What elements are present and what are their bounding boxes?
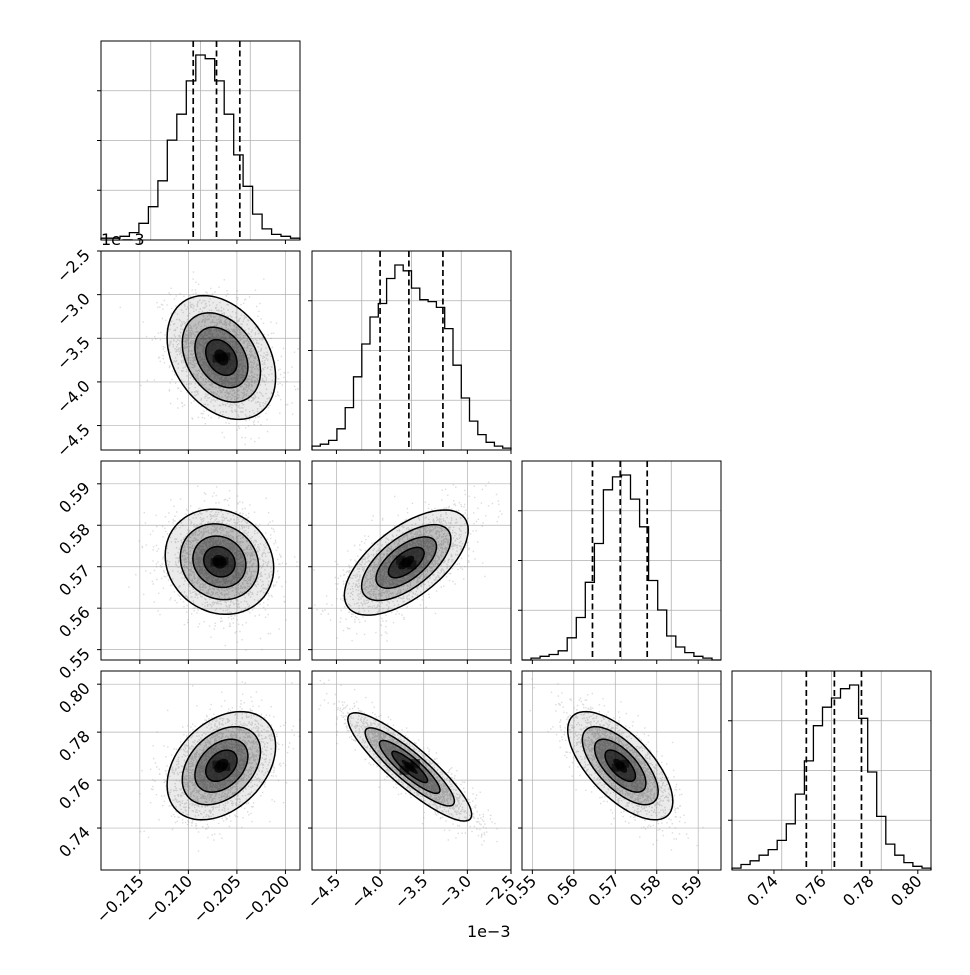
- x-tick-label: 0.59: [667, 871, 706, 910]
- x-tick-label: −0.200: [238, 871, 293, 926]
- histogram-step-2: [522, 474, 721, 661]
- density-bin: [401, 557, 411, 568]
- density-bin: [222, 762, 231, 771]
- y-tick-label: −3.5: [53, 333, 94, 374]
- scatter-group: [313, 481, 503, 642]
- x-tick-label: 0.56: [543, 871, 582, 910]
- y-tick-label: −2.5: [53, 245, 94, 286]
- density-bin: [407, 560, 417, 570]
- density-bin: [217, 761, 226, 770]
- offset-label-bottom: 1e−3: [467, 922, 511, 941]
- density-bin: [611, 763, 620, 772]
- y-tick-label: 0.57: [55, 561, 94, 600]
- density-bin: [405, 762, 415, 772]
- x-tick-label: 0.78: [839, 871, 878, 910]
- density-bin: [217, 353, 226, 362]
- y-tick-label: 0.55: [55, 644, 94, 683]
- x-tick-label: −4.0: [347, 871, 388, 912]
- density-bin: [212, 354, 221, 363]
- x-tick-label: −0.205: [189, 871, 244, 926]
- y-tick-label: 0.76: [55, 774, 94, 813]
- density-bin: [220, 557, 229, 566]
- scatter-group: [119, 271, 299, 446]
- scatter-group: [128, 482, 298, 651]
- panel-frame-3-0: [100, 670, 301, 871]
- density-bin: [399, 765, 409, 775]
- panel-frame-2-0: [100, 460, 301, 661]
- histogram-step-3: [731, 684, 932, 870]
- density-bin: [215, 557, 224, 566]
- y-tick-label: 0.56: [55, 603, 94, 642]
- scatter-group: [139, 681, 300, 852]
- panel-frame-3-3: [731, 670, 932, 871]
- y-tick-label: 0.59: [55, 478, 94, 517]
- density-bin: [210, 558, 219, 567]
- y-tick-label: −4.5: [53, 420, 94, 461]
- y-tick-label: 0.80: [55, 679, 94, 718]
- scatter-group: [529, 678, 704, 851]
- offset-label-top-left: 1e−3: [101, 230, 145, 249]
- panel-frame-3-2: [521, 670, 722, 871]
- histogram-step-0: [100, 54, 301, 240]
- panel-frame-2-1: [311, 460, 512, 661]
- density-bin: [410, 759, 420, 769]
- x-tick-label: −3.5: [391, 871, 432, 912]
- x-tick-label: 0.58: [626, 871, 665, 910]
- panel-frame-2-2: [521, 460, 722, 661]
- y-tick-label: 0.74: [55, 822, 94, 861]
- x-tick-label: −0.215: [92, 871, 147, 926]
- x-tick-label: −4.5: [303, 871, 344, 912]
- x-tick-label: 0.80: [887, 871, 926, 910]
- density-bin: [621, 759, 629, 768]
- x-tick-label: 0.57: [584, 871, 623, 910]
- panel-frame-1-0: [100, 250, 301, 451]
- panel-frame-1-1: [311, 250, 512, 451]
- density-bin: [222, 352, 231, 361]
- x-tick-label: 0.74: [743, 871, 782, 910]
- y-tick-label: 0.78: [55, 727, 94, 766]
- y-tick-label: −3.0: [53, 289, 94, 330]
- histogram-step-1: [311, 264, 512, 450]
- x-tick-label: −0.210: [141, 871, 196, 926]
- x-tick-label: 0.76: [791, 871, 830, 910]
- density-bin: [212, 760, 221, 769]
- y-tick-label: 0.58: [55, 520, 94, 559]
- x-tick-label: −3.0: [434, 871, 475, 912]
- panel-frame-0-0: [100, 40, 301, 241]
- y-tick-label: −4.0: [53, 376, 94, 417]
- scatter-group: [318, 679, 498, 846]
- density-bin: [396, 555, 406, 565]
- density-bin: [616, 761, 625, 770]
- panel-frame-3-1: [311, 670, 512, 871]
